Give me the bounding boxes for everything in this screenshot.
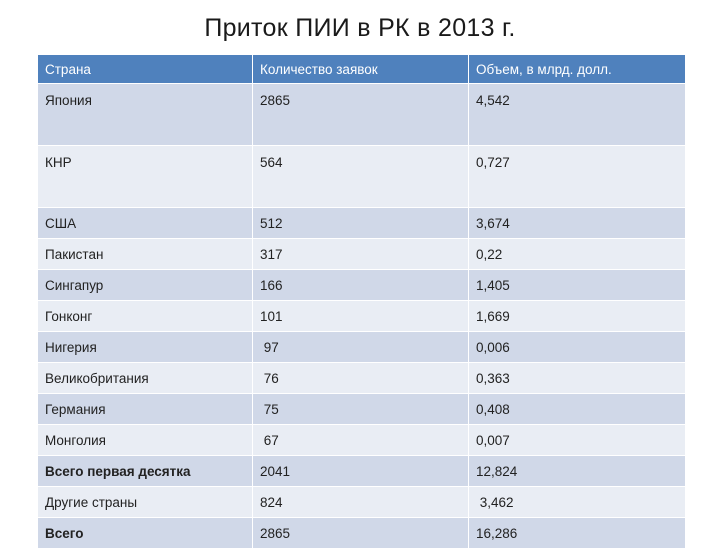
page-title: Приток ПИИ в РК в 2013 г. xyxy=(204,14,516,42)
column-header-volume: Объем, в млрд. долл. xyxy=(468,54,686,84)
cell-applications: 564 xyxy=(252,145,469,208)
cell-country: Другие страны xyxy=(37,486,253,518)
cell-country: Всего xyxy=(37,517,253,549)
table-row: Япония 2865 4,542 xyxy=(37,83,686,146)
cell-country: Сингапур xyxy=(37,269,253,301)
cell-volume: 1,405 xyxy=(468,269,686,301)
cell-country: Япония xyxy=(37,83,253,146)
cell-applications: 97 xyxy=(252,331,469,363)
column-header-applications: Количество заявок xyxy=(252,54,469,84)
table-row-subtotal: Всего первая десятка 2041 12,824 xyxy=(37,455,686,487)
table-row: Сингапур 166 1,405 xyxy=(37,269,686,301)
cell-volume: 0,363 xyxy=(468,362,686,394)
cell-volume: 0,22 xyxy=(468,238,686,270)
table-row: США 512 3,674 xyxy=(37,207,686,239)
table-row: Нигерия 97 0,006 xyxy=(37,331,686,363)
table-row: Германия 75 0,408 xyxy=(37,393,686,425)
cell-applications: 75 xyxy=(252,393,469,425)
cell-applications: 101 xyxy=(252,300,469,332)
cell-country: Нигерия xyxy=(37,331,253,363)
table-row: Другие страны 824 3,462 xyxy=(37,486,686,518)
cell-country: США xyxy=(37,207,253,239)
table-row-total: Всего 2865 16,286 xyxy=(37,517,686,549)
cell-country: Гонконг xyxy=(37,300,253,332)
cell-volume: 0,408 xyxy=(468,393,686,425)
cell-volume: 4,542 xyxy=(468,83,686,146)
cell-applications: 67 xyxy=(252,424,469,456)
cell-applications: 166 xyxy=(252,269,469,301)
table-row: Пакистан 317 0,22 xyxy=(37,238,686,270)
table-row: Великобритания 76 0,363 xyxy=(37,362,686,394)
cell-volume: 16,286 xyxy=(468,517,686,549)
cell-applications: 76 xyxy=(252,362,469,394)
cell-applications: 512 xyxy=(252,207,469,239)
cell-country: Пакистан xyxy=(37,238,253,270)
table-row: Монголия 67 0,007 xyxy=(37,424,686,456)
table-row: КНР 564 0,727 xyxy=(37,145,686,208)
cell-applications: 2865 xyxy=(252,83,469,146)
table-row: Гонконг 101 1,669 xyxy=(37,300,686,332)
cell-volume: 0,727 xyxy=(468,145,686,208)
cell-applications: 824 xyxy=(252,486,469,518)
cell-country: КНР xyxy=(37,145,253,208)
cell-volume: 0,006 xyxy=(468,331,686,363)
cell-volume: 3,674 xyxy=(468,207,686,239)
cell-country: Монголия xyxy=(37,424,253,456)
cell-country: Великобритания xyxy=(37,362,253,394)
cell-applications: 2041 xyxy=(252,455,469,487)
cell-volume: 3,462 xyxy=(468,486,686,518)
cell-country: Германия xyxy=(37,393,253,425)
cell-applications: 2865 xyxy=(252,517,469,549)
cell-country: Всего первая десятка xyxy=(37,455,253,487)
column-header-country: Страна xyxy=(37,54,253,84)
cell-volume: 1,669 xyxy=(468,300,686,332)
cell-volume: 12,824 xyxy=(468,455,686,487)
fdi-table: Страна Количество заявок Объем, в млрд. … xyxy=(37,54,686,549)
cell-applications: 317 xyxy=(252,238,469,270)
cell-volume: 0,007 xyxy=(468,424,686,456)
table-header-row: Страна Количество заявок Объем, в млрд. … xyxy=(37,54,686,84)
